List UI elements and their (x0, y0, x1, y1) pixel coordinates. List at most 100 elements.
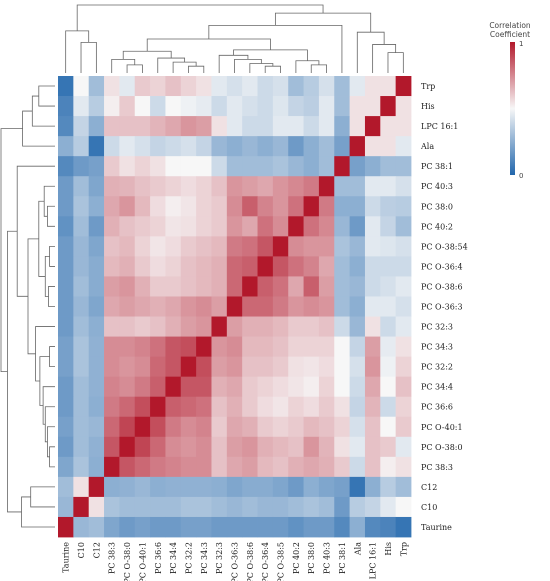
row-label: PC 38:1 (421, 162, 453, 171)
heatmap-cell (395, 196, 412, 217)
heatmap-cell (211, 396, 228, 418)
heatmap-cell (288, 376, 304, 398)
heatmap-cell (349, 216, 366, 237)
heatmap-cell (303, 116, 320, 137)
heatmap-cell (395, 396, 412, 418)
heatmap-cell (88, 416, 105, 438)
heatmap-cell (272, 496, 289, 518)
heatmap-cell (395, 416, 412, 438)
dendrogram-link (30, 486, 55, 508)
heatmap-cell (211, 136, 228, 157)
heatmap-cell (180, 76, 197, 97)
heatmap-cell (180, 356, 197, 378)
row-label: PC 34:3 (421, 343, 453, 352)
heatmap-cell (150, 376, 166, 398)
column-labels: Taurine C10 C12 PC 38:3 PC O-38:0 PC O-40:1 PC… (62, 542, 409, 581)
heatmap-cell (318, 296, 335, 317)
heatmap-cell (104, 116, 120, 137)
heatmap-cell (211, 96, 228, 117)
heatmap-cell (380, 396, 397, 418)
heatmap-cell (395, 356, 412, 378)
heatmap-cell (150, 276, 166, 297)
heatmap-cell (88, 436, 105, 458)
heatmap-cell (58, 76, 74, 97)
dendrogram-link (49, 446, 55, 468)
heatmap-cell (104, 316, 120, 337)
heatmap-cell (318, 516, 335, 538)
heatmap-cell (104, 356, 120, 378)
heatmap-cell (88, 496, 105, 518)
heatmap-cell (119, 336, 136, 358)
heatmap-cell (165, 336, 182, 358)
heatmap-cell (58, 296, 74, 317)
heatmap-cell (180, 236, 197, 257)
heatmap-cell (180, 196, 197, 217)
heatmap-cell (318, 116, 335, 137)
heatmap-cell (88, 116, 105, 137)
heatmap-cell (288, 156, 304, 177)
heatmap-cell (119, 136, 136, 157)
heatmap-cell (349, 136, 366, 157)
heatmap-cell (134, 216, 151, 237)
heatmap-cell (380, 296, 397, 317)
heatmap-cell (104, 516, 120, 538)
dendrogram-link (16, 165, 55, 297)
heatmap-cell (242, 176, 258, 197)
heatmap-cell (165, 116, 182, 137)
heatmap-cell (226, 176, 243, 197)
colorbar-max-label: 1 (519, 40, 523, 48)
heatmap-cell (150, 476, 166, 498)
heatmap-cell (395, 436, 412, 458)
heatmap-cell (395, 516, 412, 538)
heatmap-cell (134, 336, 151, 358)
heatmap-cell (211, 456, 228, 478)
heatmap-cell (58, 416, 74, 438)
heatmap-cell (257, 136, 274, 157)
heatmap-cell (257, 76, 274, 97)
heatmap-cell (380, 116, 397, 137)
heatmap-cell (104, 396, 120, 418)
heatmap-cell (119, 356, 136, 378)
dendrogram-link (372, 44, 397, 73)
colorbar-gradient (510, 42, 515, 175)
heatmap-cell (272, 516, 289, 538)
heatmap-cell (364, 476, 381, 498)
dendrogram-link (47, 205, 55, 227)
heatmap-cell (211, 256, 228, 277)
heatmap-cell (226, 96, 243, 117)
colorbar-title-line2: Coefficient (490, 30, 530, 39)
heatmap-cell (242, 116, 258, 137)
heatmap-cell (150, 456, 166, 478)
heatmap-cell (288, 516, 304, 538)
heatmap-cell (364, 396, 381, 418)
heatmap-cell (272, 96, 289, 117)
heatmap-cell (349, 276, 366, 297)
heatmap-cell (334, 196, 351, 217)
heatmap-cell (380, 196, 397, 217)
row-label: PC O-36:4 (421, 262, 463, 271)
heatmap-cell (165, 136, 182, 157)
heatmap-cell (318, 356, 335, 378)
heatmap-cell (257, 216, 274, 237)
heatmap-cell (257, 296, 274, 317)
heatmap-cell (364, 96, 381, 117)
heatmap-cell (349, 96, 366, 117)
heatmap-cell (165, 356, 182, 378)
heatmap-cell (303, 296, 320, 317)
heatmap-cell (226, 76, 243, 97)
dendrogram-link (0, 128, 23, 373)
heatmap-cell (242, 356, 258, 378)
heatmap-cell (380, 416, 397, 438)
heatmap-cell (318, 316, 335, 337)
heatmap-cell (104, 196, 120, 217)
column-label: PC O-38:5 (277, 542, 286, 581)
dendrogram-link (44, 406, 55, 443)
heatmap-cell (104, 96, 120, 117)
heatmap-cell (272, 156, 289, 177)
heatmap-cell (165, 516, 182, 538)
heatmap-cell (104, 156, 120, 177)
heatmap-cell (150, 176, 166, 197)
heatmap-cell (88, 356, 105, 378)
heatmap-cell (104, 256, 120, 277)
heatmap-cell (395, 236, 412, 257)
